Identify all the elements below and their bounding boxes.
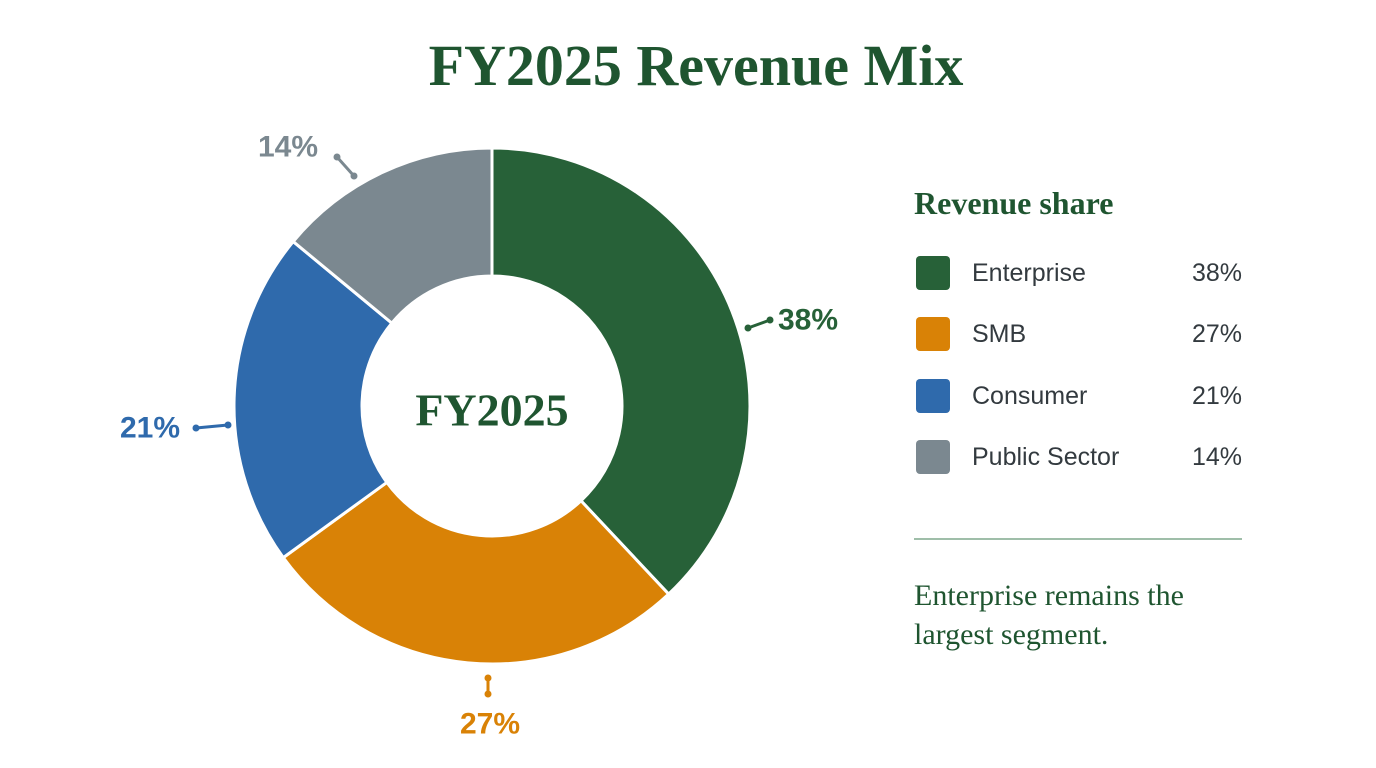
leader-dot-smb-1	[484, 674, 492, 682]
donut-slice-consumer	[232, 239, 394, 560]
legend-item-public-sector: Public Sector 14%	[914, 439, 1242, 501]
donut-chart: 38% 27% 21% 14% FY2025	[120, 131, 838, 741]
legend: Revenue share Enterprise 38% SMB 27% Con…	[914, 180, 1242, 501]
center-label: FY2025	[415, 385, 568, 436]
chart-title: FY2025 Revenue Mix	[428, 33, 964, 98]
donut-slice-public-sector	[291, 146, 494, 326]
legend-value-consumer: 21%	[1191, 381, 1242, 410]
leader-line-public-sector	[335, 155, 356, 178]
legend-value-smb: 27%	[1191, 320, 1242, 349]
leader-dot-enterprise-1	[744, 324, 752, 332]
legend-swatch-public-sector	[916, 439, 950, 474]
legend-swatch-enterprise	[916, 256, 950, 290]
legend-value-enterprise: 38%	[1191, 259, 1242, 287]
legend-swatch-smb	[916, 317, 950, 352]
legend-value-public-sector: 14%	[1191, 442, 1242, 471]
leader-dot-public-sector-2	[333, 153, 341, 161]
leader-dot-enterprise-2	[766, 316, 774, 324]
legend-label-public-sector: Public Sector	[972, 442, 1120, 471]
leader-dot-consumer-1	[224, 421, 232, 429]
leader-dot-smb-2	[484, 690, 492, 698]
legend-divider	[914, 538, 1242, 540]
legend-label-consumer: Consumer	[972, 381, 1088, 410]
data-label-smb: 27%	[460, 708, 520, 741]
leader-line-consumer	[194, 423, 230, 430]
leader-dot-public-sector-1	[350, 172, 358, 180]
annotation-note: Enterprise remains the largest segment.	[914, 579, 1184, 651]
data-label-public-sector: 14%	[258, 131, 318, 164]
legend-item-consumer: Consumer 21%	[914, 378, 1242, 440]
legend-label-smb: SMB	[972, 320, 1027, 349]
data-label-enterprise: 38%	[778, 304, 838, 337]
donut-slice-smb	[281, 480, 671, 666]
donut-slice-enterprise	[490, 146, 752, 597]
legend-title: Revenue share	[914, 185, 1114, 221]
legend-swatch-consumer	[916, 378, 950, 413]
legend-list: Enterprise 38% SMB 27% Consumer 21% Publ…	[914, 256, 1242, 501]
legend-item-enterprise: Enterprise 38%	[914, 256, 1242, 317]
legend-label-enterprise: Enterprise	[972, 259, 1086, 287]
data-label-consumer: 21%	[120, 412, 180, 445]
leader-line-enterprise	[746, 318, 772, 330]
legend-item-smb: SMB 27%	[914, 317, 1242, 378]
leader-dot-consumer-2	[192, 424, 200, 432]
